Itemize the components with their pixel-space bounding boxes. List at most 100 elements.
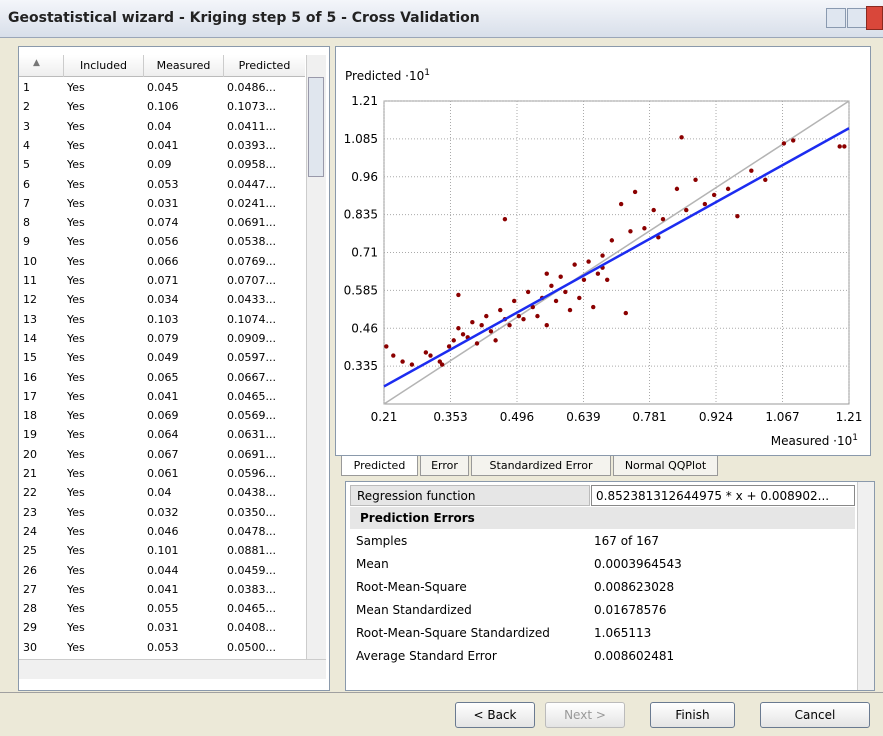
data-point <box>642 226 647 231</box>
table-cell: 0.071 <box>147 274 179 287</box>
property-label: Root-Mean-Square Standardized <box>356 626 550 640</box>
table-cell: 2 <box>23 100 30 114</box>
table-cell: 0.0393... <box>227 138 276 152</box>
button[interactable]: Finish <box>650 702 735 728</box>
table-cell: 0.034 <box>147 293 179 307</box>
table-cell: 0.0459... <box>227 563 276 577</box>
table-cell: 0.0538... <box>227 235 276 249</box>
data-point <box>581 277 587 282</box>
table-cell: 28 <box>23 602 37 616</box>
buttons: < Back Next > Finish Cancel <box>0 700 883 736</box>
button[interactable]: Cancel <box>760 702 870 728</box>
table-cell: Yes <box>67 563 85 577</box>
data-point <box>456 326 461 331</box>
table-cell: 0.0478... <box>227 524 276 538</box>
data-point <box>600 253 605 258</box>
table-cell: 0.1073... <box>227 100 276 114</box>
data-point <box>516 313 522 319</box>
data-point <box>674 186 680 192</box>
table-cell: 0.065 <box>147 370 179 384</box>
data-point <box>439 362 445 367</box>
table-cell: 0.056 <box>147 235 179 249</box>
table-cell: 0.0383... <box>227 582 276 596</box>
table-cell: Yes <box>67 640 85 654</box>
table-cell: Yes <box>67 158 85 172</box>
maximize-button[interactable] <box>847 8 867 28</box>
data-point <box>684 207 689 213</box>
table-cell: Yes <box>67 81 85 94</box>
chart: 0.21 0.353 0.496 0.639 0.781 0.924 1.067 1.21 0.… <box>344 68 863 448</box>
y-tick-label: 1.21 <box>351 94 378 108</box>
table-cell: 8 <box>23 216 30 230</box>
table-cell: Yes <box>67 621 85 635</box>
property-value: 1.065113 <box>594 626 652 640</box>
table-cell: 15 <box>23 351 37 365</box>
data-point <box>563 289 568 295</box>
x-tick-label: 0.781 <box>632 410 666 424</box>
table-cell: Yes <box>67 389 85 403</box>
scroll-thumb[interactable] <box>308 77 324 177</box>
data-point <box>502 216 508 222</box>
close-button[interactable] <box>866 6 883 30</box>
chart-panel: 0.21 0.353 0.496 0.639 0.781 0.924 1.067 1.21 0.… <box>335 46 871 456</box>
table-cell: 30 <box>23 640 37 654</box>
table-cell: 0.041 <box>147 138 179 152</box>
x-tick-label: 0.496 <box>500 410 534 424</box>
table-cell: 19 <box>23 428 37 442</box>
tab[interactable]: Error <box>420 456 469 476</box>
table-cell: 0.0909... <box>227 331 276 345</box>
table-cell: 0.0350... <box>227 505 276 519</box>
data-point <box>530 304 535 310</box>
vertical-scrollbar <box>306 55 326 659</box>
table-cell: 0.0411... <box>227 119 276 133</box>
table-cell: 0.0691... <box>227 447 276 461</box>
table-cell: 0.061 <box>147 467 179 480</box>
table-cell: 0.055 <box>147 602 179 616</box>
column-header: Predicted <box>223 55 305 77</box>
table-cell: Yes <box>67 486 85 500</box>
minimize-button[interactable] <box>826 8 846 28</box>
table-cell: 0.066 <box>147 254 179 268</box>
data-point <box>498 307 503 313</box>
table-cell: 0.101 <box>147 544 179 558</box>
data-point <box>656 235 661 240</box>
table-cell: 0.0569... <box>227 409 276 423</box>
regression-line <box>383 127 850 388</box>
data-point <box>711 192 717 198</box>
table-cell: 0.031 <box>147 621 179 635</box>
property-label: Mean Standardized <box>356 603 472 617</box>
tab[interactable]: Predicted <box>341 456 418 476</box>
data-point <box>628 229 633 234</box>
data-point <box>384 344 389 349</box>
property-label: Mean <box>356 557 389 571</box>
table-cell: 0.0241... <box>227 196 276 210</box>
data-point <box>512 298 517 304</box>
table-cell: 0.0433... <box>227 293 276 307</box>
data-point <box>460 332 466 337</box>
x-tick-label: 0.353 <box>433 410 467 424</box>
table-cell: Yes <box>67 447 85 461</box>
y-axis-label: Predicted ·101 <box>345 68 430 83</box>
table-cell: 0.0631... <box>227 428 276 442</box>
table-cell: 21 <box>23 467 37 480</box>
property-label: Root-Mean-Square <box>356 580 467 594</box>
table-cell: 0.079 <box>147 331 179 345</box>
table-cell: 3 <box>23 119 30 133</box>
property-label: Samples <box>356 534 408 548</box>
x-axis-label-text: Measured ·10 <box>771 434 853 448</box>
x-axis-label-exponent: 1 <box>852 433 858 443</box>
y-tick-label: 0.96 <box>351 170 378 184</box>
button[interactable]: < Back <box>455 702 535 728</box>
data-point <box>572 262 577 267</box>
data-point <box>525 289 531 295</box>
tab[interactable]: Normal QQPlot <box>613 456 718 476</box>
data-point <box>521 316 526 322</box>
data-point <box>660 216 666 222</box>
tab[interactable]: Standardized Error <box>471 456 611 476</box>
data-point <box>702 201 708 207</box>
data-point <box>618 201 624 207</box>
table-cell: 11 <box>23 274 37 287</box>
data-point <box>544 323 549 328</box>
table-cell: Yes <box>67 274 85 287</box>
